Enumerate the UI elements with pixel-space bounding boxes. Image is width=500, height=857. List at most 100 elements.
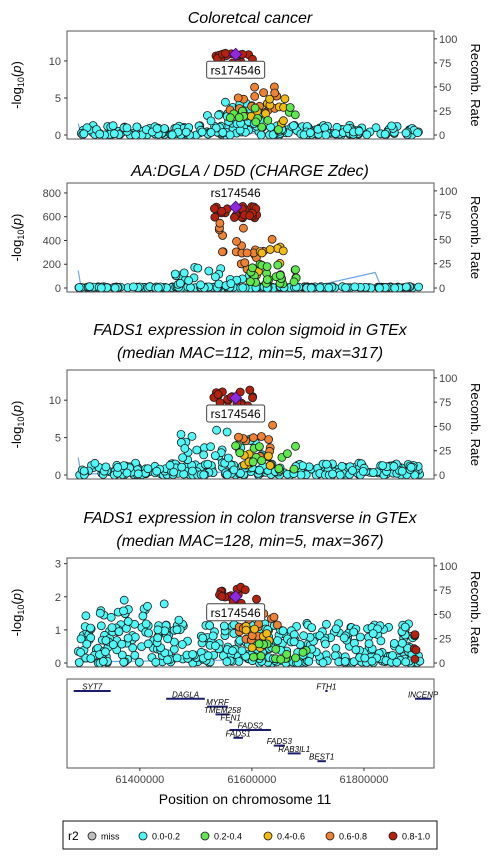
y2-tick-label: 100: [439, 186, 457, 198]
snp-point: [305, 128, 315, 138]
snp-point: [208, 631, 218, 641]
snp-point: [143, 639, 153, 649]
snp-point: [174, 615, 184, 625]
snp-point: [210, 451, 220, 461]
snp-point: [376, 636, 386, 646]
snp-point: [265, 245, 275, 254]
legend-box: [62, 820, 438, 850]
snp-point: [410, 654, 420, 664]
snp-point: [285, 103, 295, 112]
snp-point: [397, 466, 407, 476]
snp-point: [245, 385, 255, 395]
snp-point: [229, 465, 239, 475]
panel-frame: [66, 182, 435, 293]
snp-point: [178, 453, 188, 463]
snp-point: [151, 657, 161, 667]
panel-title: AA:DGLA / D5D (CHARGE Zdec): [130, 163, 369, 180]
legend-swatch: [200, 831, 210, 841]
snp-point: [406, 462, 416, 472]
y2-tick-label: 75: [439, 210, 451, 222]
y-tick-label: 10: [49, 395, 61, 407]
y-tick-label: 200: [43, 259, 61, 271]
snp-point: [401, 128, 411, 138]
legend-swatch: [138, 831, 148, 841]
snp-point: [368, 468, 378, 478]
snp-point: [263, 451, 273, 461]
snp-point: [337, 461, 347, 471]
snp-point: [320, 639, 330, 649]
snp-point: [74, 283, 84, 292]
snp-point: [143, 601, 152, 611]
snp-point: [248, 457, 258, 467]
snp-point: [389, 639, 399, 648]
snp-point: [259, 88, 269, 97]
y2-tick-label: 0: [439, 283, 445, 295]
snp-point: [291, 265, 300, 275]
panel-subtitle: (median MAC=128, min=5, max=367): [116, 533, 383, 550]
snp-point: [228, 646, 237, 656]
snp-point: [254, 465, 264, 475]
snp-point: [349, 627, 359, 637]
y2-axis-label: Recomb. Rate: [468, 383, 483, 466]
snp-point: [199, 470, 209, 480]
snp-point: [331, 129, 341, 139]
snp-point: [119, 606, 128, 616]
gene-label: INCENP: [408, 690, 439, 699]
gene-label: DAGLA: [172, 690, 199, 699]
snp-point: [101, 647, 110, 657]
snp-point: [106, 612, 116, 622]
snp-point: [411, 645, 421, 655]
snp-point: [175, 278, 185, 288]
snp-point: [358, 466, 368, 476]
y2-tick-label: 100: [439, 561, 457, 573]
snp-point: [223, 453, 233, 463]
snp-point: [320, 123, 330, 133]
gene-label: FADS2: [238, 722, 264, 731]
gene-label: FTH1: [316, 683, 336, 692]
y2-tick-label: 50: [439, 421, 451, 433]
snp-point: [172, 653, 182, 663]
snp-point: [132, 122, 142, 132]
panel-title: FADS1 expression in colon transverse in …: [83, 510, 417, 527]
snp-point: [119, 595, 129, 605]
y-tick-label: 0: [55, 470, 61, 482]
r2-legend: r2 miss 0.0-0.2 0.2-0.4 0.4-0.6 0.6-0.8 0.8-1.…: [62, 820, 438, 850]
y-tick-label: 400: [43, 235, 61, 247]
snp-point: [229, 213, 239, 222]
snp-point: [318, 658, 328, 668]
snp-point: [217, 592, 227, 601]
snp-point: [397, 638, 407, 648]
snp-point: [117, 639, 127, 649]
snp-point: [392, 657, 402, 667]
snp-point: [167, 130, 177, 140]
snp-point: [153, 283, 163, 293]
snp-point: [275, 270, 285, 280]
legend-item-label: 0.2-0.4: [214, 832, 242, 842]
snp-point: [197, 127, 207, 137]
snp-point: [81, 611, 91, 621]
legend-item-label: miss: [101, 832, 120, 842]
y2-axis-label: Recomb. Rate: [468, 196, 483, 279]
y-axis-label: -log10(p): [9, 214, 26, 262]
snp-point: [220, 97, 230, 107]
snp-point: [257, 248, 267, 258]
snp-point: [265, 461, 275, 470]
snp-point: [235, 448, 245, 458]
snp-point: [130, 650, 140, 660]
snp-point: [401, 657, 411, 667]
legend-item-label: 0.4-0.6: [277, 832, 305, 842]
legend-swatch: [325, 831, 335, 841]
snp-point: [374, 283, 384, 293]
snp-point: [188, 650, 198, 659]
snp-point: [198, 633, 208, 643]
x-axis-label: Position on chromosome 11: [159, 791, 332, 807]
snp-point: [79, 129, 89, 139]
lead-snp-label-box: [206, 60, 266, 79]
snp-point: [214, 279, 224, 289]
snp-point: [339, 633, 349, 643]
snp-point: [299, 631, 309, 641]
snp-point: [206, 442, 216, 452]
snp-point: [107, 623, 117, 632]
y-tick-label: 5: [55, 433, 61, 445]
snp-point: [413, 128, 423, 138]
